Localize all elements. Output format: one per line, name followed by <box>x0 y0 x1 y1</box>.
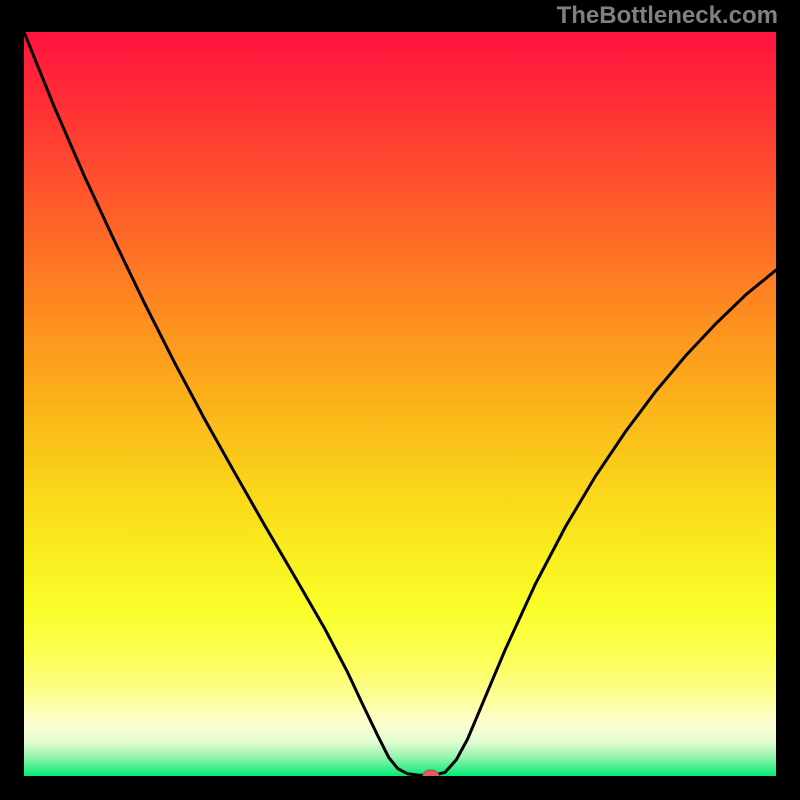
watermark-text: TheBottleneck.com <box>557 2 778 30</box>
bottleneck-curve <box>24 32 776 775</box>
chart-container: TheBottleneck.com <box>0 0 800 800</box>
minimum-marker <box>423 770 439 776</box>
plot-area <box>24 32 776 776</box>
plot-svg <box>24 32 776 776</box>
